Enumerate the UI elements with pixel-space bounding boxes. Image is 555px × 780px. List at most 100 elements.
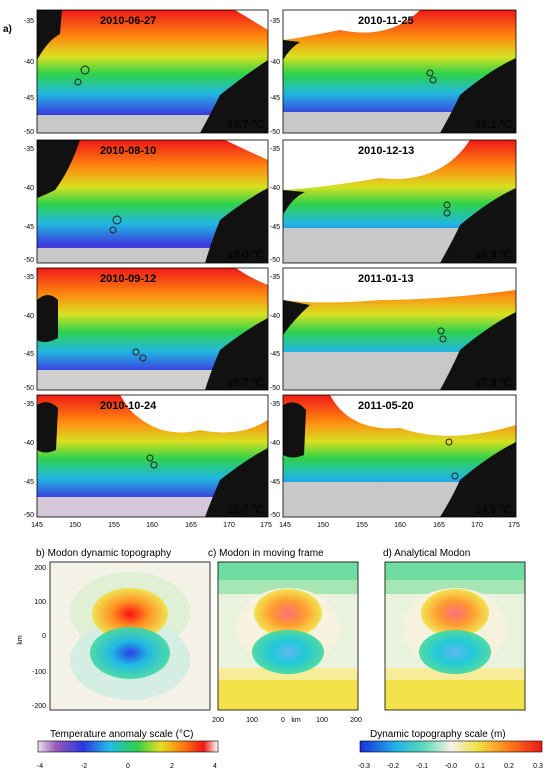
svg-text:-200: -200 — [32, 703, 46, 710]
map-date-1: 2010-06-27 — [100, 15, 156, 27]
svg-text:0.2: 0.2 — [504, 763, 514, 770]
map-date-5: 2010-09-12 — [100, 273, 156, 285]
svg-text:-35: -35 — [24, 146, 34, 153]
map-date-8: 2011-05-20 — [358, 400, 414, 412]
svg-text:-40: -40 — [24, 313, 34, 320]
svg-text:-50: -50 — [270, 512, 280, 519]
map-temp-8: 14.5 °C — [475, 504, 512, 516]
svg-text:-45: -45 — [24, 479, 34, 486]
modon-panel-c — [217, 561, 359, 711]
svg-text:165: 165 — [185, 522, 197, 529]
modon-panel-b — [49, 561, 211, 711]
map-panel-8 — [283, 395, 516, 517]
svg-text:-35: -35 — [24, 401, 34, 408]
panel-d-title: d) Analytical Modon — [383, 548, 470, 559]
panel-c-xticks: 200 100 0 km 100 200 — [212, 717, 362, 724]
svg-text:-40: -40 — [24, 440, 34, 447]
map-temp-2: 15.1 °C — [475, 119, 512, 131]
svg-text:170: 170 — [471, 522, 483, 529]
panel-b-ylabel: km — [17, 635, 24, 645]
modon-panel-d — [384, 561, 526, 711]
map-panel-7 — [37, 395, 268, 517]
svg-text:-0.0: -0.0 — [445, 763, 457, 770]
panel-c-title: c) Modon in moving frame — [208, 548, 324, 559]
panel-b-title: b) Modon dynamic topography — [36, 548, 171, 559]
svg-text:-45: -45 — [24, 351, 34, 358]
map-date-7: 2010-10-24 — [100, 400, 157, 412]
map-panel-5 — [37, 268, 268, 390]
lon-ticks: 145 150 155 160 165 170 175 145 150 155 … — [31, 522, 520, 529]
svg-text:-50: -50 — [270, 129, 280, 136]
svg-text:-50: -50 — [24, 512, 34, 519]
map-temp-4: 16.3 °C — [475, 249, 512, 261]
map-temp-7: 12.7 °C — [227, 504, 264, 516]
map-temp-6: 17.3 °C — [475, 377, 512, 389]
svg-text:160: 160 — [394, 522, 406, 529]
map-date-3: 2010-08-10 — [100, 145, 156, 157]
map-temp-5: 12.7 °C — [227, 377, 264, 389]
svg-text:km: km — [291, 717, 301, 724]
svg-text:-40: -40 — [270, 185, 280, 192]
topo-colorbar-title: Dynamic topography scale (m) — [370, 729, 506, 740]
svg-text:0: 0 — [126, 763, 130, 770]
svg-text:-50: -50 — [270, 257, 280, 264]
svg-text:4: 4 — [213, 763, 217, 770]
svg-text:100: 100 — [316, 717, 328, 724]
svg-text:145: 145 — [279, 522, 291, 529]
svg-text:-45: -45 — [24, 95, 34, 102]
temp-colorbar-title: Temperature anomaly scale (°C) — [50, 729, 194, 740]
svg-text:175: 175 — [508, 522, 520, 529]
svg-text:200: 200 — [350, 717, 362, 724]
svg-text:165: 165 — [433, 522, 445, 529]
svg-text:2: 2 — [170, 763, 174, 770]
svg-text:-35: -35 — [270, 274, 280, 281]
svg-text:100: 100 — [246, 717, 258, 724]
svg-text:0: 0 — [42, 633, 46, 640]
svg-text:-40: -40 — [24, 185, 34, 192]
svg-text:-45: -45 — [270, 224, 280, 231]
svg-text:150: 150 — [317, 522, 329, 529]
map-temp-3: 13.0 °C — [227, 249, 264, 261]
svg-text:160: 160 — [146, 522, 158, 529]
svg-text:-35: -35 — [270, 146, 280, 153]
panel-b-yticks: 200 100 0 -100 -200 — [32, 565, 46, 710]
map-frames — [36, 9, 517, 518]
svg-text:0.3: 0.3 — [533, 763, 543, 770]
svg-text:155: 155 — [108, 522, 120, 529]
svg-text:-0.1: -0.1 — [416, 763, 428, 770]
svg-text:-50: -50 — [24, 257, 34, 264]
svg-text:0.1: 0.1 — [475, 763, 485, 770]
svg-text:-50: -50 — [24, 129, 34, 136]
svg-text:-35: -35 — [270, 18, 280, 25]
svg-text:-35: -35 — [270, 401, 280, 408]
svg-text:-0.3: -0.3 — [358, 763, 370, 770]
svg-text:-4: -4 — [37, 763, 43, 770]
panel-a-label: a) — [3, 24, 12, 35]
svg-text:170: 170 — [223, 522, 235, 529]
svg-text:200: 200 — [34, 565, 46, 572]
map-date-4: 2010-12-13 — [358, 145, 414, 157]
svg-text:-50: -50 — [270, 385, 280, 392]
svg-text:-2: -2 — [81, 763, 87, 770]
svg-text:145: 145 — [31, 522, 43, 529]
lat-ticks: -35 -40 -45 -50 -35 -40 -45 -50 -35 -40 … — [24, 18, 280, 519]
map-panel-4 — [283, 140, 516, 263]
svg-text:-35: -35 — [24, 18, 34, 25]
svg-text:0: 0 — [281, 717, 285, 724]
svg-text:-0.2: -0.2 — [387, 763, 399, 770]
map-temp-1: 13.7 °C — [227, 119, 264, 131]
svg-text:-45: -45 — [270, 479, 280, 486]
temp-colorbar-ticks: -4 -2 0 2 4 — [37, 763, 217, 770]
topo-colorbar — [359, 740, 543, 753]
svg-text:-45: -45 — [24, 224, 34, 231]
svg-text:-45: -45 — [270, 351, 280, 358]
svg-text:-40: -40 — [24, 59, 34, 66]
map-date-2: 2010-11-25 — [358, 15, 414, 27]
svg-text:175: 175 — [260, 522, 272, 529]
svg-text:-40: -40 — [270, 313, 280, 320]
svg-text:100: 100 — [34, 599, 46, 606]
svg-text:200: 200 — [212, 717, 224, 724]
map-panel-1 — [37, 10, 268, 133]
svg-text:-45: -45 — [270, 95, 280, 102]
